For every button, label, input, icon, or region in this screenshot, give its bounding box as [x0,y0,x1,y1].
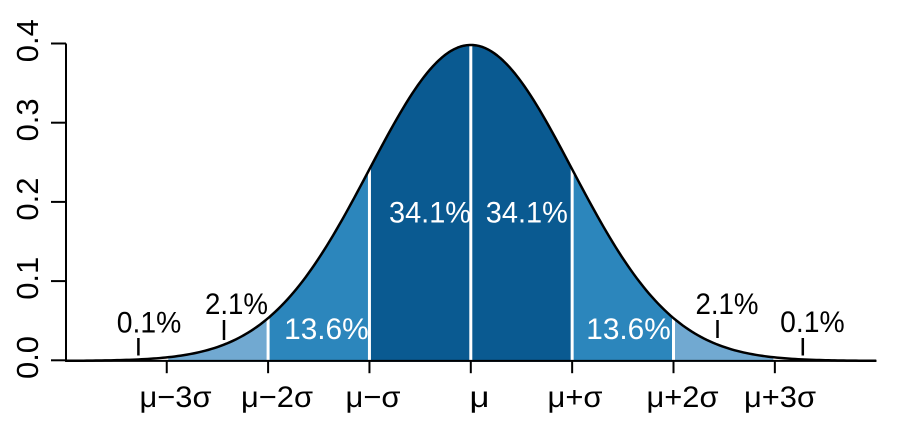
svg-text:0.4: 0.4 [10,19,45,62]
svg-text:0.3: 0.3 [10,98,45,141]
svg-text:34.1%: 34.1% [486,196,568,229]
svg-text:34.1%: 34.1% [389,196,471,229]
svg-text:2.1%: 2.1% [205,288,268,321]
svg-text:2.1%: 2.1% [696,288,759,321]
svg-text:13.6%: 13.6% [586,313,671,346]
svg-text:0.1: 0.1 [10,257,45,300]
svg-text:μ+σ: μ+σ [548,381,603,414]
svg-text:13.6%: 13.6% [284,313,369,346]
svg-text:μ−2σ: μ−2σ [241,381,313,414]
svg-text:0.2: 0.2 [10,178,45,221]
svg-text:μ−σ: μ−σ [346,381,401,414]
svg-text:0.1%: 0.1% [780,306,845,339]
svg-text:0.0: 0.0 [10,336,45,379]
svg-text:μ−3σ: μ−3σ [140,381,212,414]
svg-text:μ+3σ: μ+3σ [744,381,816,414]
svg-text:μ: μ [470,381,490,414]
svg-text:μ+2σ: μ+2σ [647,381,719,414]
svg-text:0.1%: 0.1% [117,307,182,340]
